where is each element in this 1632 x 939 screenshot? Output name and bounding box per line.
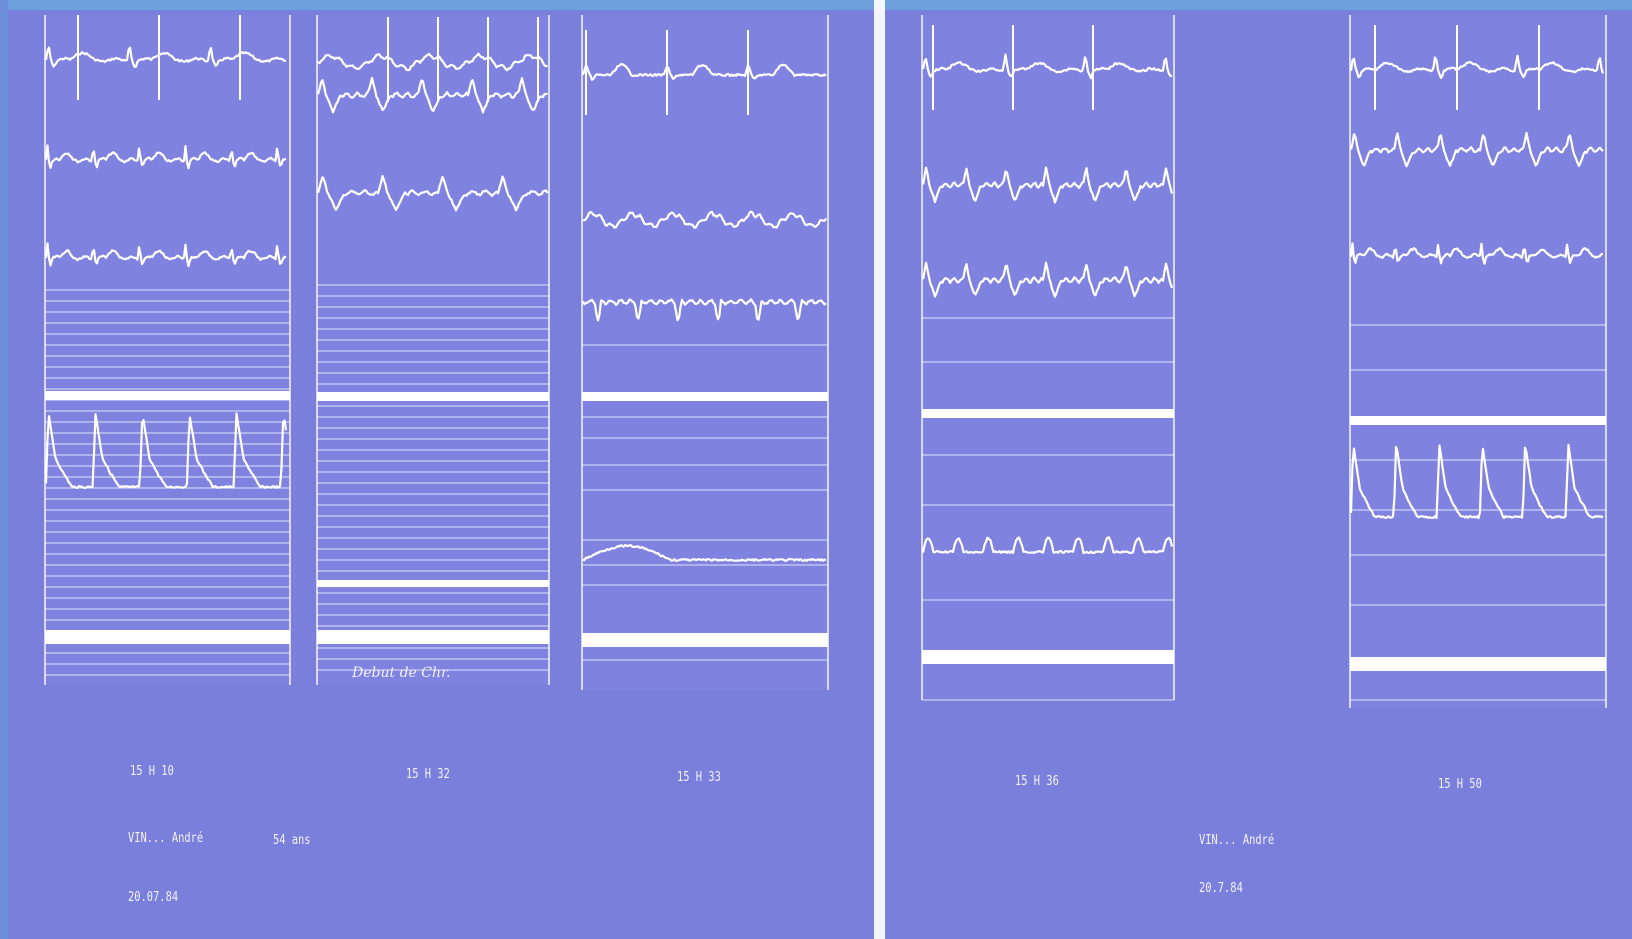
plate-divider — [874, 0, 885, 939]
left-patient-age: 54 ans — [273, 833, 311, 848]
panel-4-trace-3 — [921, 261, 1174, 298]
panel-1-trace-pressure — [44, 412, 288, 490]
panel-2-strip-thick-line — [317, 630, 549, 644]
panel-5-trace-3 — [1349, 242, 1604, 265]
panel-5-strip-thick-line — [1350, 416, 1606, 425]
handwritten-annotation: Debut de Chr. — [352, 665, 451, 681]
panel-5-time: 15 H 50 — [1438, 777, 1482, 792]
panel-5-trace-2 — [1349, 131, 1604, 168]
right-plate — [885, 10, 1632, 939]
left-border — [0, 0, 8, 939]
panel-4-trace-4 — [921, 536, 1174, 555]
panel-3-strip-thick-line — [582, 392, 828, 401]
panel-3-time: 15 H 33 — [677, 770, 721, 785]
panel-5-strip-bg — [1350, 15, 1606, 708]
panel-4-trace-2 — [921, 166, 1174, 204]
panel-4-time: 15 H 36 — [1015, 774, 1059, 789]
panel-3-trace-3 — [582, 298, 827, 322]
right-patient-name: VIN... André — [1199, 833, 1275, 848]
panel-3-trace-4 — [582, 544, 827, 563]
panel-4-strip-thick-line — [922, 409, 1174, 418]
right-date: 20.7.84 — [1199, 881, 1243, 896]
panel-1-trace-1 — [44, 46, 287, 68]
panel-1-trace-3 — [44, 242, 287, 268]
panel-5-strip-thick-line — [1350, 657, 1606, 671]
panel-2-time: 15 H 32 — [406, 767, 450, 782]
panel-1-trace-2 — [44, 144, 287, 170]
panel-5-trace-1 — [1349, 54, 1605, 80]
panel-4-strip-bg — [922, 15, 1174, 700]
panel-1-time: 15 H 10 — [130, 764, 174, 779]
panel-2-strip-bg — [317, 15, 549, 685]
left-patient-name: VIN... André — [128, 831, 204, 846]
panel-1-strip-thick-line — [45, 630, 290, 644]
panel-4-trace-1 — [921, 53, 1173, 80]
panel-2-strip-thick-line — [317, 580, 549, 587]
panel-3-trace-2 — [582, 210, 827, 229]
panel-4-strip-thick-line — [922, 650, 1174, 664]
panel-5-trace-pressure — [1349, 443, 1604, 520]
panel-3-strip-bg — [582, 15, 828, 690]
left-date: 20.07.84 — [128, 890, 179, 905]
left-plate — [8, 10, 874, 939]
panel-1-strip-thick-line — [45, 391, 290, 400]
panel-2-strip-thick-line — [317, 392, 549, 401]
panel-1-strip-bg — [45, 15, 290, 685]
panel-2-trace-3 — [316, 174, 549, 212]
panel-2-trace-1 — [317, 52, 548, 72]
panel-2-trace-2 — [316, 76, 548, 114]
panel-3-trace-1 — [581, 62, 827, 81]
top-border — [0, 0, 1632, 10]
panel-3-strip-thick-line — [582, 633, 828, 647]
